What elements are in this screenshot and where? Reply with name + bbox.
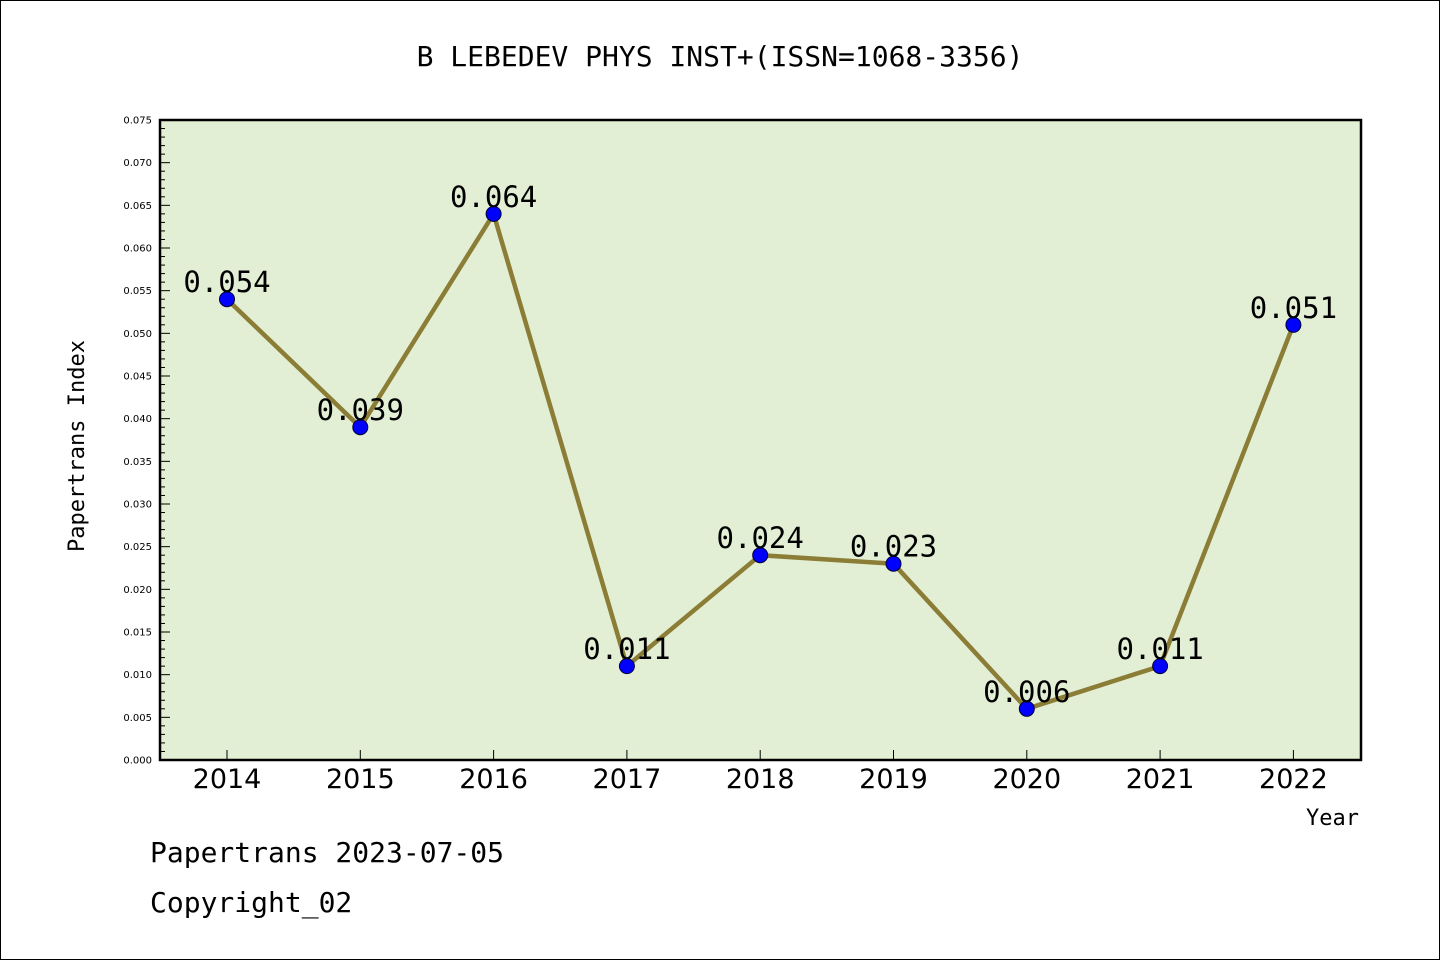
x-tick-label: 2021 — [1126, 764, 1195, 795]
x-tick-label: 2017 — [593, 764, 662, 795]
data-point — [1152, 658, 1169, 675]
data-point — [885, 555, 902, 572]
data-point — [1018, 700, 1035, 717]
y-tick-label: 0.010 — [123, 670, 152, 681]
y-tick-label: 0.040 — [123, 414, 152, 425]
y-tick-label: 0.070 — [123, 158, 152, 169]
data-label: 0.054 — [183, 265, 270, 299]
data-point — [219, 291, 235, 308]
data-label: 0.023 — [850, 530, 937, 564]
y-tick-label: 0.045 — [123, 372, 152, 383]
y-tick-label: 0.000 — [123, 756, 152, 767]
data-point — [352, 419, 369, 436]
y-tick-label: 0.015 — [123, 628, 152, 639]
footer-date: Papertrans 2023-07-05 — [150, 836, 505, 869]
data-label: 0.024 — [717, 521, 804, 555]
x-axis: 2014 2015 2016 2017 2018 2019 2020 2021 2022 — [193, 750, 1328, 795]
x-axis-label: Year — [1306, 806, 1359, 831]
x-tick-label: 2022 — [1259, 764, 1328, 795]
y-axis-label: Papertrans Index — [65, 340, 90, 552]
data-labels: 0.054 0.039 0.064 0.011 0.024 0.023 0.006 0.011… — [183, 180, 1337, 709]
data-label: 0.011 — [1116, 632, 1203, 666]
chart-title: B LEBEDEV PHYS INST+(ISSN=1068-3356) — [417, 40, 1024, 73]
data-point — [618, 658, 635, 675]
y-tick-label: 0.060 — [123, 244, 152, 255]
x-tick-label: 2016 — [459, 764, 528, 795]
data-label: 0.011 — [583, 632, 670, 666]
data-label: 0.039 — [317, 393, 404, 427]
y-tick-label: 0.075 — [123, 116, 152, 127]
y-tick-label: 0.025 — [123, 542, 152, 553]
x-tick-label: 2020 — [992, 764, 1061, 795]
y-tick-label: 0.055 — [123, 286, 152, 297]
x-tick-label: 2018 — [726, 764, 795, 795]
y-tick-label: 0.005 — [123, 713, 152, 724]
data-label: 0.051 — [1250, 291, 1337, 325]
data-label: 0.064 — [450, 180, 537, 214]
data-point — [752, 547, 769, 564]
series-papertrans-index — [219, 205, 1302, 717]
y-tick-label: 0.065 — [123, 201, 152, 212]
y-tick-label: 0.020 — [123, 585, 152, 596]
x-tick-label: 2019 — [859, 764, 928, 795]
y-tick-label: 0.050 — [123, 329, 152, 340]
plot-area — [158, 118, 1363, 762]
y-axis: 0.000 0.005 0.010 0.015 0.020 0.025 0.030 0.035… — [123, 116, 170, 767]
footer-copyright: Copyright_02 — [150, 886, 353, 919]
data-point — [485, 205, 502, 222]
y-tick-label: 0.030 — [123, 500, 152, 511]
x-tick-label: 2015 — [326, 764, 395, 795]
data-point — [1285, 316, 1302, 333]
data-label: 0.006 — [983, 675, 1070, 709]
y-tick-label: 0.035 — [123, 457, 152, 468]
x-tick-label: 2014 — [193, 764, 262, 795]
